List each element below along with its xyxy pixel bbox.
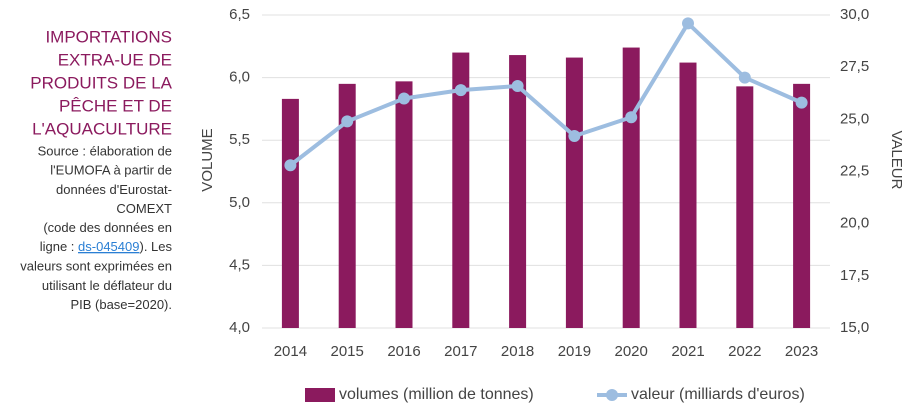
legend-swatch <box>606 389 618 401</box>
bar <box>509 55 527 329</box>
line-point <box>511 79 524 92</box>
source-line: COMEXT <box>116 201 172 216</box>
source-line: PIB (base=2020). <box>70 297 172 312</box>
source-line: valeurs sont exprimées en <box>20 259 172 274</box>
bar <box>679 62 697 329</box>
x-tick-label: 2020 <box>615 343 648 360</box>
legend-swatch <box>305 388 335 402</box>
bar <box>622 47 640 328</box>
bar <box>281 98 299 328</box>
y-tick-label: 6,5 <box>229 6 250 23</box>
legend-label: volumes (million de tonnes) <box>339 386 534 403</box>
title-line: L'AQUACULTURE <box>32 119 172 138</box>
y2-tick-label: 20,0 <box>840 215 869 232</box>
line-point <box>341 115 354 128</box>
source-line: données d'Eurostat- <box>56 182 172 197</box>
x-tick-label: 2021 <box>671 343 704 360</box>
line-point <box>738 71 751 84</box>
line-point <box>682 17 694 30</box>
title-line: IMPORTATIONS <box>45 27 172 46</box>
y-tick-label: 4,0 <box>229 319 250 336</box>
source-line: Source : élaboration de <box>38 143 172 158</box>
y-tick-label: 5,0 <box>229 194 250 211</box>
x-tick-label: 2018 <box>501 343 534 360</box>
bar <box>793 83 811 328</box>
title-line: EXTRA-UE DE <box>58 50 172 69</box>
y-tick-label: 5,5 <box>229 131 250 148</box>
bar <box>565 57 583 329</box>
y2-tick-label: 27,5 <box>840 58 869 75</box>
source-text: ). Les <box>139 239 172 254</box>
y2-axis-label: VALEUR <box>888 131 905 190</box>
line-point <box>284 159 297 172</box>
x-tick-label: 2019 <box>558 343 591 360</box>
y2-tick-label: 15,0 <box>840 319 869 336</box>
x-tick-label: 2016 <box>387 343 420 360</box>
source-line: l'EUMOFA à partir de <box>50 163 172 178</box>
x-tick-label: 2015 <box>331 343 364 360</box>
y2-tick-label: 25,0 <box>840 110 869 127</box>
source-line: (code des données en <box>43 220 172 235</box>
bar <box>395 81 413 328</box>
line-point <box>795 96 808 109</box>
bar <box>736 86 754 328</box>
title-line: PÊCHE ET DE <box>59 96 172 115</box>
y2-tick-label: 30,0 <box>840 6 869 23</box>
y-axis-label: VOLUME <box>199 128 216 191</box>
y2-tick-label: 17,5 <box>840 267 869 284</box>
line-point <box>568 130 581 143</box>
y2-tick-label: 22,5 <box>840 162 869 179</box>
x-tick-label: 2022 <box>728 343 761 360</box>
source-text: ligne : <box>40 239 78 254</box>
source-line: ligne : ds-045409). Les <box>40 239 173 254</box>
x-tick-label: 2014 <box>274 343 307 360</box>
source-line: utilisant le déflateur du <box>42 278 172 293</box>
y-tick-label: 4,5 <box>229 256 250 273</box>
line-point <box>398 92 410 105</box>
source-link[interactable]: ds-045409 <box>78 239 139 254</box>
line-point <box>625 111 638 124</box>
x-tick-label: 2023 <box>785 343 818 360</box>
y-tick-label: 6,0 <box>229 69 250 86</box>
x-tick-label: 2017 <box>444 343 477 360</box>
legend-label: valeur (milliards d'euros) <box>631 386 805 403</box>
line-point <box>454 84 467 97</box>
bar <box>452 52 470 329</box>
bar <box>338 83 356 328</box>
line <box>289 21 803 167</box>
title-line: PRODUITS DE LA <box>30 73 172 92</box>
